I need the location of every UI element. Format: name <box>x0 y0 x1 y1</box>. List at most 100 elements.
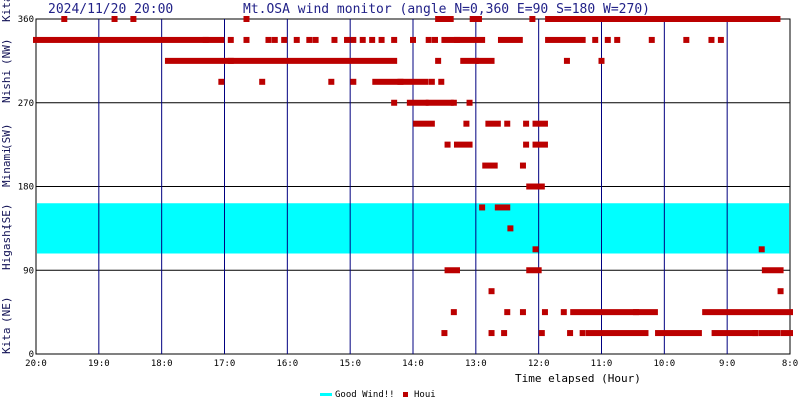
houi-run <box>702 309 793 316</box>
houi-point <box>708 36 715 43</box>
houi-run <box>425 99 454 106</box>
houi-point <box>560 309 567 316</box>
houi-point <box>391 36 398 43</box>
houi-point <box>777 288 784 295</box>
x-tick-label: 17:0 <box>214 359 236 369</box>
houi-run <box>532 141 548 148</box>
houi-point <box>633 309 640 316</box>
houi-run <box>780 330 793 337</box>
houi-point <box>501 330 508 337</box>
houi-point <box>306 36 313 43</box>
houi-run <box>526 267 542 274</box>
houi-run <box>460 57 479 64</box>
houi-run <box>164 57 234 64</box>
x-tick-label: 9:0 <box>719 359 735 369</box>
houi-point <box>227 36 234 43</box>
houi-point <box>435 57 442 64</box>
houi-point <box>293 36 300 43</box>
legend-good-wind-label: Good Wind!! <box>335 390 395 400</box>
houi-point <box>202 36 209 43</box>
houi-point <box>450 309 457 316</box>
houi-point <box>441 330 448 337</box>
houi-run <box>545 16 781 22</box>
side-label: Minami <box>0 147 13 187</box>
houi-point <box>369 36 376 43</box>
houi-run <box>482 162 498 169</box>
houi-point <box>391 99 398 106</box>
houi-run <box>413 120 435 127</box>
houi-point <box>563 57 570 64</box>
houi-run <box>761 267 784 274</box>
chart-title: Mt.OSA wind monitor (angle N=0,360 E=90 … <box>243 2 650 17</box>
houi-run <box>570 309 658 316</box>
x-tick-label: 16:0 <box>276 359 298 369</box>
houi-run <box>227 57 398 64</box>
x-tick-label: 12:0 <box>528 359 550 369</box>
houi-run <box>441 36 486 43</box>
x-tick-label: 8:0 <box>782 359 798 369</box>
houi-run <box>444 267 460 274</box>
houi-point <box>359 36 366 43</box>
x-tick-label: 15:0 <box>339 359 361 369</box>
houi-point <box>504 309 511 316</box>
houi-points <box>33 16 793 337</box>
houi-point <box>410 36 416 43</box>
houi-point <box>431 36 438 43</box>
houi-point <box>523 120 530 127</box>
houi-point <box>438 78 445 85</box>
x-tick-labels: 20:0 19:0 18:0 17:0 16:0 15:0 14:0 13:0 12:0 11:0… <box>25 359 798 369</box>
direction-side-labels: Kita (NE) Higashi(SE) Minami(SW) Nishi (NW) Ki… <box>0 0 13 354</box>
plot-area <box>33 16 793 355</box>
houi-run <box>453 141 473 148</box>
houi-point <box>532 246 539 253</box>
x-tick-label: 14:0 <box>402 359 424 369</box>
houi-point <box>450 99 457 106</box>
houi-point <box>428 78 435 85</box>
side-label: (SE) <box>0 204 13 231</box>
houi-point <box>648 36 655 43</box>
legend-good-wind-swatch <box>320 393 332 396</box>
houi-run <box>497 36 523 43</box>
houi-point <box>523 141 530 148</box>
houi-point <box>328 78 335 85</box>
houi-point <box>479 204 486 211</box>
x-tick-label: 18:0 <box>151 359 173 369</box>
houi-point <box>519 162 526 169</box>
houi-point <box>463 120 470 127</box>
houi-point <box>344 36 351 43</box>
x-tick-label: 11:0 <box>591 359 613 369</box>
houi-run <box>469 16 482 22</box>
houi-run <box>485 120 501 127</box>
houi-run <box>526 183 545 190</box>
houi-run <box>711 330 759 337</box>
houi-run <box>406 99 429 106</box>
houi-point <box>243 36 250 43</box>
houi-point <box>507 225 514 232</box>
houi-point <box>444 141 451 148</box>
side-label: Kita <box>0 0 13 22</box>
houi-point <box>488 330 495 337</box>
houi-point <box>111 16 118 22</box>
y-tick-label: 0 <box>29 350 34 360</box>
houi-run <box>532 120 548 127</box>
houi-point <box>604 36 611 43</box>
houi-run <box>435 16 454 22</box>
houi-run <box>33 36 225 43</box>
houi-point <box>378 36 385 43</box>
houi-point <box>504 120 511 127</box>
houi-point <box>519 309 526 316</box>
houi-point <box>243 16 250 22</box>
houi-point <box>717 36 724 43</box>
houi-run <box>397 78 429 85</box>
y-tick-labels: 0 90 180 270 360 <box>18 15 34 360</box>
houi-point <box>61 16 68 22</box>
houi-point <box>130 16 137 22</box>
x-tick-label: 20:0 <box>25 359 47 369</box>
x-axis-label: Time elapsed (Hour) <box>515 372 641 385</box>
houi-run <box>372 78 404 85</box>
side-label: (NE) <box>0 297 13 324</box>
y-tick-label: 360 <box>18 15 34 25</box>
houi-point <box>758 246 765 253</box>
side-label: (SW) <box>0 124 13 151</box>
side-label: Kita <box>0 328 13 355</box>
